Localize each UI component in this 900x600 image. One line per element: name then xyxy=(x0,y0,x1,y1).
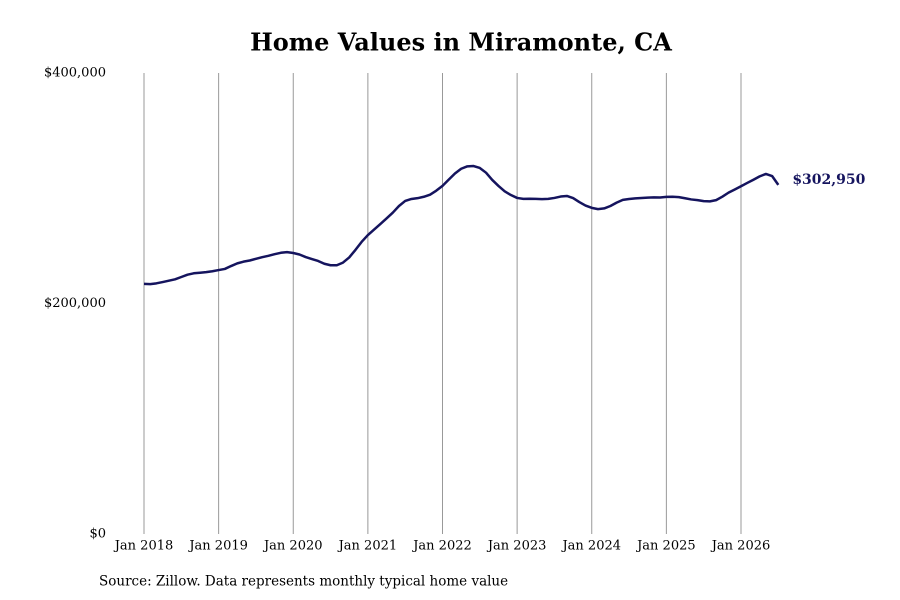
x-tick-label: Jan 2020 xyxy=(262,539,323,554)
series-line xyxy=(143,164,780,286)
x-tick-label: Jan 2019 xyxy=(187,539,248,554)
value-label: $302,950 xyxy=(792,172,865,188)
x-tick-label: Jan 2018 xyxy=(113,539,174,554)
x-tick-label: Jan 2023 xyxy=(486,539,547,554)
x-tick-label: Jan 2021 xyxy=(337,539,398,554)
chart-title: Home Values in Miramonte, CA xyxy=(250,28,672,57)
x-tick-label: Jan 2024 xyxy=(560,539,621,554)
y-tick-label: $400,000 xyxy=(44,66,106,81)
y-tick-label: $0 xyxy=(89,527,106,542)
source-note: Source: Zillow. Data represents monthly … xyxy=(99,574,508,590)
x-tick-label: Jan 2022 xyxy=(411,539,472,554)
y-tick-label: $200,000 xyxy=(44,296,106,311)
x-tick-label: Jan 2025 xyxy=(635,539,696,554)
x-tick-label: Jan 2026 xyxy=(710,539,771,554)
